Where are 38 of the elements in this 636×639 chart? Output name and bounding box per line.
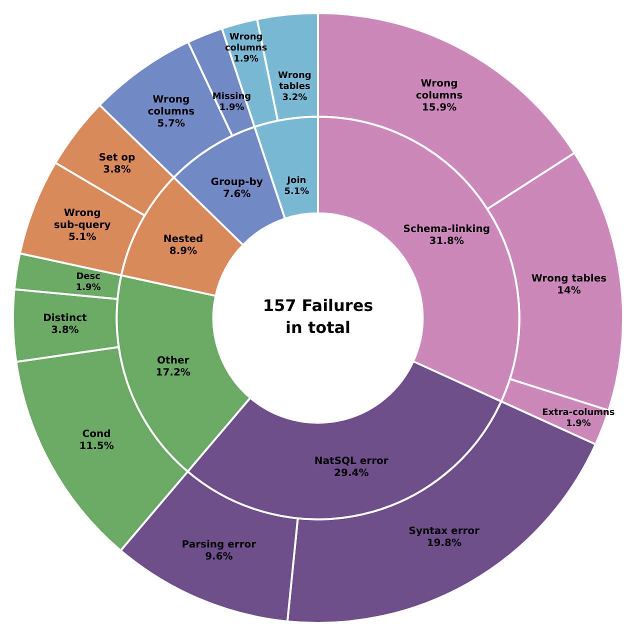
slice-label: Other [157,356,190,367]
slice-label: NatSQL error [314,456,388,467]
data-label: 1.9% [219,103,244,114]
slice-label: Wrong tables [531,273,607,284]
data-label: 7.6% [222,188,251,200]
data-label: 3.8% [103,164,131,176]
data-label: 5.1% [68,232,96,244]
data-label: 31.8% [429,236,464,247]
slice-label: Schema-linking [403,224,490,235]
data-label: 14% [556,285,581,296]
slice-label: Syntax error [408,526,480,538]
data-label: 17.2% [156,368,190,379]
slice-label: Wrong columns [148,94,195,118]
data-label: 9.6% [205,552,233,563]
slice-label: Desc [76,272,100,282]
data-label: 5.1% [284,186,310,197]
slice-label: Set op [98,152,136,164]
slice-label: Wrong sub-query [54,208,112,232]
data-label: 8.9% [169,246,198,258]
data-label: 19.8% [426,538,462,550]
data-label: 29.4% [334,468,369,479]
slice-label: Join [286,176,306,186]
data-label: 11.5% [79,441,114,452]
slice-label: Wrong columns [416,78,463,102]
data-label: 1.9% [234,54,259,65]
data-label: 1.9% [566,419,591,430]
data-label: 3.2% [282,93,308,104]
data-label: 3.8% [51,324,79,336]
slice-label: Parsing error [182,540,256,551]
data-label: 5.7% [157,118,186,130]
data-label: 15.9% [422,102,457,114]
slice-label: Nested [163,234,204,246]
text: 157 Failures in total [262,296,374,338]
slice-label: Cond [82,429,111,440]
slice-label: Wrong tables [278,71,312,92]
data-label: 1.9% [76,283,101,294]
slice-label: Distinct [43,312,88,324]
slice-label: Group-by [210,176,264,188]
